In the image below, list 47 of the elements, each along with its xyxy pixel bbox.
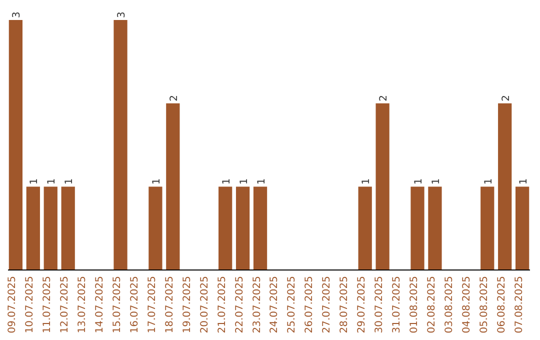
x-tick-label: 31.07.2025 xyxy=(392,276,403,334)
data-label: 2 xyxy=(378,94,390,102)
x-tick-label: 11.07.2025 xyxy=(42,276,54,334)
data-label: 1 xyxy=(430,178,442,185)
data-label: 1 xyxy=(361,178,372,185)
data-label: 1 xyxy=(413,178,424,185)
x-tick-label: 02.08.2025 xyxy=(426,276,438,334)
x-tick-label: 03.08.2025 xyxy=(444,276,455,334)
x-tick-label: 05.08.2025 xyxy=(478,276,490,334)
x-tick-label: 13.07.2025 xyxy=(77,276,88,334)
x-tick-label: 24.07.2025 xyxy=(269,276,280,334)
data-label: 1 xyxy=(46,178,58,185)
x-tick-label: 19.07.2025 xyxy=(182,276,193,334)
data-label: 1 xyxy=(256,178,268,185)
x-tick-label: 10.07.2025 xyxy=(24,276,36,334)
data-label: 1 xyxy=(29,178,40,185)
data-label: 1 xyxy=(221,178,232,185)
data-label: 1 xyxy=(238,178,250,185)
data-label: 2 xyxy=(500,94,512,102)
data-label: 2 xyxy=(168,94,180,102)
x-tick-label: 27.07.2025 xyxy=(322,276,333,334)
x-tick-label: 07.08.2025 xyxy=(514,276,525,334)
x-tick-label: 16.07.2025 xyxy=(129,276,140,334)
data-label: 1 xyxy=(64,178,76,185)
data-label: 1 xyxy=(151,178,162,185)
x-tick-label: 26.07.2025 xyxy=(304,276,316,334)
x-tick-label: 06.08.2025 xyxy=(496,276,508,334)
x-tick-label: 30.07.2025 xyxy=(374,276,386,334)
x-tick-label: 15.07.2025 xyxy=(112,276,124,334)
x-tick-label: 18.07.2025 xyxy=(164,276,176,334)
x-tick-label: 17.07.2025 xyxy=(146,276,158,334)
data-label: 3 xyxy=(116,12,128,18)
data-label: 1 xyxy=(518,178,530,185)
x-tick-label: 20.07.2025 xyxy=(199,276,210,334)
x-tick-label: 09.07.2025 xyxy=(7,276,18,334)
data-label: 1 xyxy=(483,178,494,185)
x-tick-label: 14.07.2025 xyxy=(94,276,106,334)
data-label: 3 xyxy=(12,12,23,18)
x-tick-label: 01.08.2025 xyxy=(408,276,420,334)
x-tick-label: 29.07.2025 xyxy=(356,276,368,334)
x-tick-label: 12.07.2025 xyxy=(60,276,71,334)
x-tick-label: 22.07.2025 xyxy=(234,276,246,334)
x-tick-label: 25.07.2025 xyxy=(286,276,298,334)
x-tick-label: 28.07.2025 xyxy=(339,276,350,334)
x-tick-label: 04.08.2025 xyxy=(461,276,472,334)
x-tick-label: 21.07.2025 xyxy=(216,276,228,334)
x-tick-label: 23.07.2025 xyxy=(252,276,263,334)
